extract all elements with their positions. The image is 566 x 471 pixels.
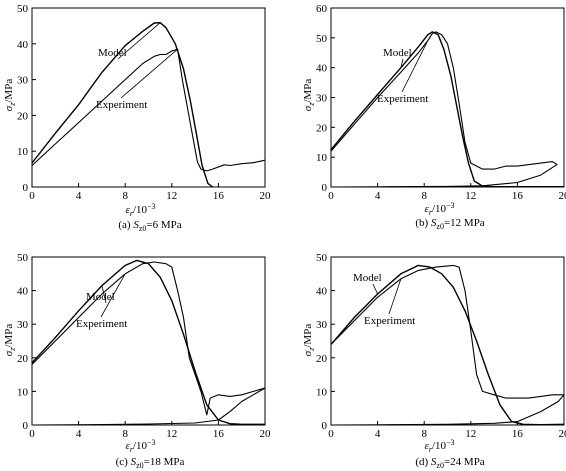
y-tick-label: 20 bbox=[17, 110, 29, 122]
y-tick-label: 20 bbox=[316, 353, 328, 365]
x-tick-label: 4 bbox=[375, 190, 381, 202]
experiment-label: Experiment bbox=[364, 315, 415, 327]
y-tick-label: 20 bbox=[17, 353, 29, 365]
y-tick-label: 0 bbox=[23, 182, 29, 194]
experiment-leader-line bbox=[388, 278, 402, 315]
y-axis-label: σz/MPa bbox=[3, 324, 17, 357]
y-tick-label: 40 bbox=[316, 286, 328, 298]
x-tick-label: 0 bbox=[29, 428, 35, 440]
panel-caption: (b) Sz0=12 MPa bbox=[415, 217, 484, 231]
y-tick-label: 0 bbox=[23, 420, 29, 432]
panel-caption: (c) Sz0=18 MPa bbox=[116, 456, 185, 470]
y-tick-label: 30 bbox=[316, 319, 328, 331]
plot-frame bbox=[31, 256, 266, 426]
y-tick-label: 0 bbox=[322, 182, 328, 194]
y-axis-label: σz/MPa bbox=[302, 324, 316, 357]
x-axis-label: εr/10−3 bbox=[424, 201, 454, 217]
y-tick-label: 10 bbox=[316, 386, 328, 398]
experiment-leader-line bbox=[401, 40, 429, 93]
y-tick-label: 50 bbox=[17, 3, 29, 15]
y-tick-label: 60 bbox=[316, 3, 328, 15]
y-axis-label: σz/MPa bbox=[302, 79, 316, 112]
panel-caption: (a) Sz0=6 MPa bbox=[118, 219, 181, 233]
x-tick-label: 8 bbox=[122, 190, 128, 202]
x-tick-label: 4 bbox=[76, 190, 82, 202]
experiment-leader-line bbox=[120, 48, 178, 99]
x-tick-label: 4 bbox=[76, 428, 82, 440]
x-tick-label: 12 bbox=[166, 428, 177, 440]
experiment-label: Experiment bbox=[377, 93, 428, 105]
x-tick-label: 0 bbox=[328, 428, 334, 440]
plot-frame bbox=[330, 256, 565, 426]
y-tick-label: 20 bbox=[316, 122, 328, 134]
y-tick-label: 10 bbox=[316, 152, 328, 164]
y-tick-label: 40 bbox=[17, 286, 29, 298]
y-tick-label: 30 bbox=[17, 319, 29, 331]
model-leader-line bbox=[400, 58, 404, 68]
y-tick-label: 30 bbox=[316, 93, 328, 105]
x-tick-label: 12 bbox=[465, 190, 476, 202]
x-tick-label: 0 bbox=[328, 190, 334, 202]
y-tick-label: 50 bbox=[316, 33, 328, 45]
model-curve bbox=[31, 22, 214, 188]
experiment-curve bbox=[31, 48, 266, 172]
x-tick-label: 20 bbox=[260, 428, 272, 440]
y-tick-label: 30 bbox=[17, 75, 29, 87]
experiment-curve bbox=[330, 31, 558, 188]
panel-caption: (d) Sz0=24 MPa bbox=[415, 456, 484, 470]
y-tick-label: 10 bbox=[17, 146, 29, 158]
x-tick-label: 8 bbox=[122, 428, 128, 440]
y-tick-label: 50 bbox=[316, 252, 328, 264]
model-leader-line bbox=[117, 22, 161, 60]
x-tick-label: 12 bbox=[166, 190, 177, 202]
experiment-label: Experiment bbox=[96, 99, 147, 111]
model-leader-line bbox=[372, 283, 378, 295]
y-tick-label: 10 bbox=[17, 386, 29, 398]
experiment-label: Experiment bbox=[76, 318, 127, 330]
x-tick-label: 20 bbox=[559, 190, 566, 202]
experiment-leader-line bbox=[100, 273, 126, 318]
x-tick-label: 16 bbox=[213, 428, 225, 440]
x-tick-label: 16 bbox=[512, 190, 524, 202]
x-tick-label: 4 bbox=[375, 428, 381, 440]
plot-frame bbox=[330, 7, 565, 188]
chart-panel-3: 0 4 8 12 16 20 0 10 20 30 40 50 Model Experiment εr/10… bbox=[3, 252, 271, 470]
y-tick-label: 40 bbox=[17, 39, 29, 51]
x-axis-label: εr/10−3 bbox=[424, 438, 454, 454]
chart-panel-2: 0 4 8 12 16 20 0 10 20 30 40 50 60 Model Experiment εr/… bbox=[302, 3, 566, 231]
x-tick-label: 8 bbox=[421, 190, 427, 202]
x-tick-label: 20 bbox=[559, 428, 566, 440]
model-label: Model bbox=[98, 47, 127, 59]
x-axis-label: εr/10−3 bbox=[125, 438, 155, 454]
model-leader-line bbox=[101, 285, 107, 304]
model-curve bbox=[31, 259, 265, 425]
chart-panel-4: 0 4 8 12 16 20 0 10 20 30 40 50 Model Experiment εr/10… bbox=[302, 252, 566, 470]
x-tick-label: 12 bbox=[465, 428, 476, 440]
experiment-curve bbox=[31, 261, 266, 426]
y-axis-label: σz/MPa bbox=[3, 79, 17, 112]
x-tick-label: 16 bbox=[512, 428, 524, 440]
plot-frame bbox=[31, 7, 266, 188]
experiment-curve bbox=[330, 264, 565, 426]
model-curve bbox=[330, 31, 564, 188]
x-axis-label: εr/10−3 bbox=[125, 202, 155, 218]
model-curve bbox=[330, 264, 565, 426]
y-tick-label: 0 bbox=[322, 420, 328, 432]
model-label: Model bbox=[86, 291, 115, 303]
y-tick-label: 50 bbox=[17, 252, 29, 264]
x-tick-label: 20 bbox=[260, 190, 272, 202]
y-tick-label: 40 bbox=[316, 63, 328, 75]
model-label: Model bbox=[383, 47, 412, 59]
chart-panel-1: 0 4 8 12 16 20 0 10 20 30 40 50 Model Experiment εr/10… bbox=[3, 3, 271, 233]
x-tick-label: 8 bbox=[421, 428, 427, 440]
model-label: Model bbox=[353, 272, 382, 284]
x-tick-label: 16 bbox=[213, 190, 225, 202]
x-tick-label: 0 bbox=[29, 190, 35, 202]
